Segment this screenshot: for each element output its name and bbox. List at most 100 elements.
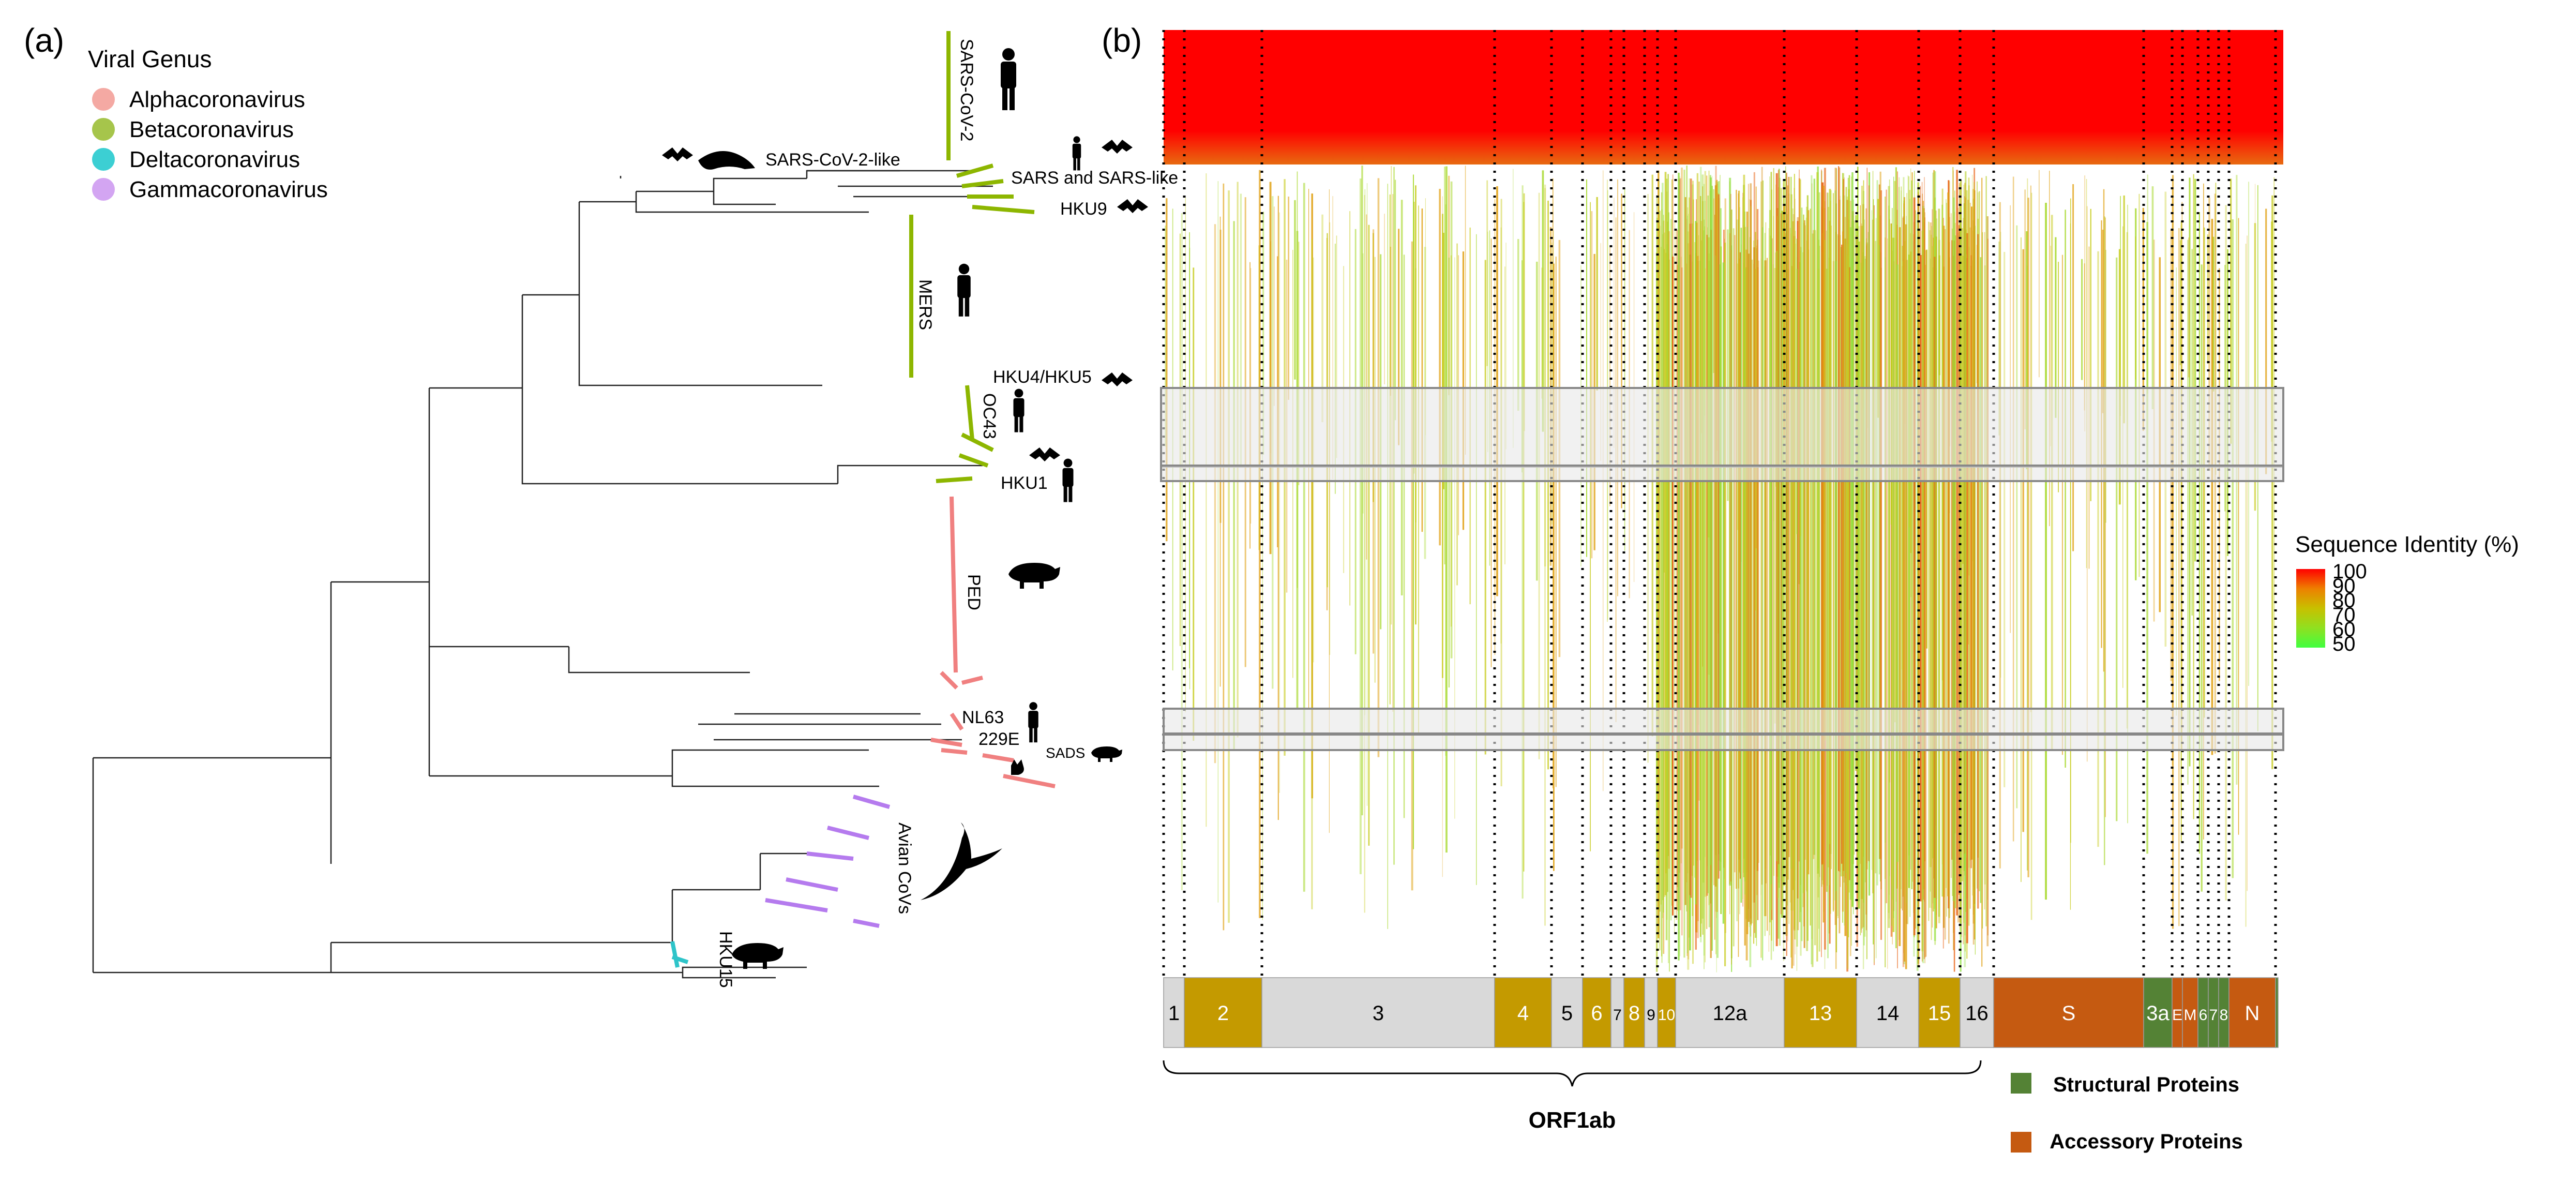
heatmap-stripe	[1838, 166, 1840, 871]
heatmap-stripe	[1700, 229, 1701, 757]
heatmap-stripe	[1916, 214, 1919, 971]
clade-label-nl63: NL63	[962, 708, 1004, 727]
heatmap-stripe	[1262, 214, 1263, 920]
delta-clades	[670, 941, 689, 968]
heatmap-stripe	[1713, 198, 1714, 886]
heatmap-stripe	[1895, 167, 1897, 902]
clade-label-sads: SADS	[1046, 745, 1085, 761]
heatmap-stripe	[1678, 173, 1680, 961]
heatmap-stripe	[1891, 229, 1892, 885]
heatmap-stripe	[1666, 191, 1668, 920]
heatmap-stripe	[1715, 166, 1717, 856]
heatmap-stripe	[1915, 210, 1916, 929]
heatmap-stripe	[1941, 204, 1943, 897]
heatmap-stripe	[1223, 183, 1225, 931]
heatmap-stripe	[1787, 185, 1789, 413]
heatmap-stripe	[2225, 205, 2227, 901]
heatmap-stripe	[1621, 193, 1622, 508]
heatmap-stripe	[1877, 199, 1879, 418]
heatmap-stripe	[1862, 266, 1864, 969]
heatmap-stripe	[1847, 267, 1849, 937]
heatmap-stripe	[1976, 245, 1979, 383]
heatmap-stripe	[1708, 261, 1710, 927]
heatmap-stripe	[1552, 178, 1554, 788]
heatmap-stripe	[1753, 241, 1755, 944]
genome-segment-label: N	[2245, 1002, 2260, 1025]
alpha-clades	[930, 496, 1056, 788]
heatmap-stripe	[1683, 170, 1685, 958]
heatmap-stripe	[1748, 184, 1750, 909]
heatmap-stripe	[1663, 215, 1664, 913]
heatmap-stripe	[1413, 174, 1414, 849]
legend-swatch-delta	[92, 148, 115, 171]
heatmap-stripe	[1775, 252, 1776, 480]
branch-avian	[765, 795, 891, 928]
heatmap-stripe	[1786, 172, 1787, 956]
clade-label-hku1: HKU1	[1001, 473, 1048, 493]
protein-legend: Structural Proteins Accessory Proteins	[2011, 1073, 2243, 1153]
heatmap-stripe	[1861, 223, 1862, 933]
heatmap-stripe	[1659, 181, 1660, 939]
heatmap-stripe	[1269, 182, 1272, 555]
heatmap-stripe	[1858, 241, 1860, 909]
heatmap-stripe	[1672, 174, 1674, 915]
heatmap-stripe	[1957, 207, 1959, 923]
heatmap-stripe	[1689, 223, 1691, 895]
genome-segment-label: 10	[1658, 1007, 1675, 1024]
heatmap-stripe	[1794, 244, 1796, 940]
heatmap-stripe	[2081, 259, 2083, 380]
heatmap-stripe	[2212, 236, 2215, 392]
heatmap-stripe	[1911, 180, 1912, 889]
heatmap-stripe	[1465, 166, 1466, 455]
heatmap-stripe	[1776, 251, 1777, 862]
heatmap-stripe	[1893, 176, 1894, 919]
highlight-box-upper-strip	[1160, 465, 2284, 482]
heatmap-stripe	[2086, 206, 2088, 762]
heatmap-stripe	[2051, 215, 2053, 751]
heatmap-stripe	[1708, 170, 1710, 905]
heatmap-stripe	[1661, 209, 1663, 963]
heatmap-stripe	[1727, 229, 1729, 501]
pig-icon	[1008, 563, 1060, 589]
heatmap-stripe	[2012, 176, 2014, 842]
heatmap-stripe	[1830, 226, 1832, 870]
heatmap-stripe	[1690, 178, 1692, 898]
heatmap-stripe	[1701, 174, 1704, 919]
heatmap-stripe	[2245, 244, 2247, 927]
human-icon	[957, 263, 971, 317]
heatmap-stripe	[1425, 198, 1426, 436]
heatmap-stripe	[1908, 190, 1911, 528]
heatmap-stripe	[1739, 259, 1741, 872]
heatmap-stripe	[1965, 229, 1967, 388]
heatmap-stripe	[1681, 267, 1683, 936]
heatmap-stripe	[1729, 233, 1730, 884]
heatmap-stripe	[2024, 189, 2026, 429]
heatmap-stripe	[1676, 230, 1678, 920]
heatmap-stripe	[1670, 219, 1672, 921]
heatmap-stripe	[1969, 203, 1971, 861]
heatmap-stripe	[2016, 225, 2018, 809]
heatmap-stripe	[1857, 167, 1859, 865]
heatmap-stripe	[2188, 237, 2190, 378]
panel-b-label: (b)	[1102, 22, 1142, 59]
heatmap-stripe	[1724, 243, 1726, 966]
highlight-box-lower	[1163, 708, 2284, 735]
heatmap-stripe	[1970, 255, 1972, 869]
clade-label-sars-like: SARS and SARS-like	[1011, 168, 1178, 188]
heatmap-stripe	[1544, 184, 1546, 566]
heatmap-stripe	[1977, 234, 1979, 909]
heatmap-stripe	[1879, 245, 1880, 875]
human-icon	[1001, 48, 1016, 110]
heatmap-stripe	[1547, 200, 1549, 770]
heatmap-stripe	[1715, 181, 1716, 954]
heatmap-stripe	[1796, 268, 1798, 947]
genome-segment	[2228, 977, 2276, 1048]
colorbar-tick: 90	[2332, 575, 2356, 597]
heatmap-stripe	[1719, 264, 1721, 871]
heatmap-stripe	[1910, 168, 1911, 597]
heatmap-stripe	[1962, 228, 1963, 881]
heatmap-stripe	[1411, 241, 1413, 891]
heatmap-stripe	[1736, 189, 1737, 889]
heatmap-stripe	[1842, 231, 1844, 912]
heatmap-stripe	[2135, 236, 2136, 380]
